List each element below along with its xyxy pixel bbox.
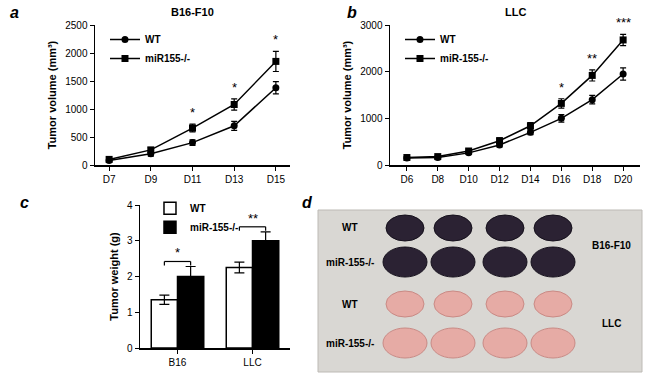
svg-text:LLC: LLC xyxy=(602,318,621,329)
svg-text:WT: WT xyxy=(190,203,206,214)
svg-text:0: 0 xyxy=(127,343,133,354)
svg-text:miR155-/-: miR155-/- xyxy=(145,53,190,64)
svg-text:*: * xyxy=(190,105,195,120)
svg-text:WT: WT xyxy=(342,222,358,233)
svg-text:miR-155-/-: miR-155-/- xyxy=(326,257,374,268)
svg-text:D12: D12 xyxy=(490,174,509,185)
svg-text:**: ** xyxy=(248,211,258,226)
svg-text:B16: B16 xyxy=(169,357,187,368)
svg-text:D16: D16 xyxy=(552,174,571,185)
svg-text:c: c xyxy=(20,194,29,211)
svg-text:D20: D20 xyxy=(614,174,633,185)
svg-text:b: b xyxy=(347,4,357,21)
svg-text:0: 0 xyxy=(377,160,383,171)
svg-text:D18: D18 xyxy=(583,174,602,185)
svg-text:*: * xyxy=(175,245,180,260)
svg-text:2500: 2500 xyxy=(65,20,88,31)
svg-text:**: ** xyxy=(587,51,597,66)
svg-text:WT: WT xyxy=(145,34,161,45)
svg-text:2000: 2000 xyxy=(360,66,383,77)
svg-text:Tumor volume (mm³): Tumor volume (mm³) xyxy=(46,40,58,149)
svg-text:2000: 2000 xyxy=(65,48,88,59)
svg-text:WT: WT xyxy=(440,34,456,45)
svg-text:Tumor weight (g): Tumor weight (g) xyxy=(108,232,120,321)
svg-text:4: 4 xyxy=(127,200,133,211)
svg-text:D6: D6 xyxy=(400,174,413,185)
svg-text:500: 500 xyxy=(71,132,88,143)
svg-text:D8: D8 xyxy=(431,174,444,185)
svg-text:1000: 1000 xyxy=(65,104,88,115)
svg-text:1: 1 xyxy=(127,307,133,318)
svg-text:*: * xyxy=(559,80,564,95)
svg-text:***: *** xyxy=(616,15,631,30)
svg-text:0: 0 xyxy=(82,160,88,171)
svg-text:*: * xyxy=(273,32,278,47)
svg-text:D9: D9 xyxy=(144,174,157,185)
svg-text:D11: D11 xyxy=(184,174,202,185)
svg-text:*: * xyxy=(232,80,237,95)
svg-text:B16-F10: B16-F10 xyxy=(592,240,631,251)
svg-text:WT: WT xyxy=(342,299,358,310)
svg-text:2: 2 xyxy=(127,271,133,282)
svg-text:1500: 1500 xyxy=(65,76,88,87)
svg-text:D15: D15 xyxy=(267,174,286,185)
svg-text:LLC: LLC xyxy=(505,6,526,18)
svg-text:3000: 3000 xyxy=(360,20,383,31)
svg-text:d: d xyxy=(302,194,313,211)
svg-text:D10: D10 xyxy=(459,174,478,185)
svg-text:3: 3 xyxy=(127,235,133,246)
svg-text:miR-155-/-: miR-155-/- xyxy=(440,53,488,64)
svg-text:miR-155-/-: miR-155-/- xyxy=(190,222,238,233)
svg-text:D13: D13 xyxy=(225,174,244,185)
svg-text:B16-F10: B16-F10 xyxy=(171,6,214,18)
svg-text:D7: D7 xyxy=(103,174,116,185)
svg-text:LLC: LLC xyxy=(243,357,261,368)
svg-text:D14: D14 xyxy=(521,174,540,185)
svg-text:Tumor volume (mm³): Tumor volume (mm³) xyxy=(341,40,353,149)
svg-text:a: a xyxy=(10,4,19,21)
svg-text:1000: 1000 xyxy=(360,113,383,124)
svg-text:miR-155-/-: miR-155-/- xyxy=(326,338,374,349)
